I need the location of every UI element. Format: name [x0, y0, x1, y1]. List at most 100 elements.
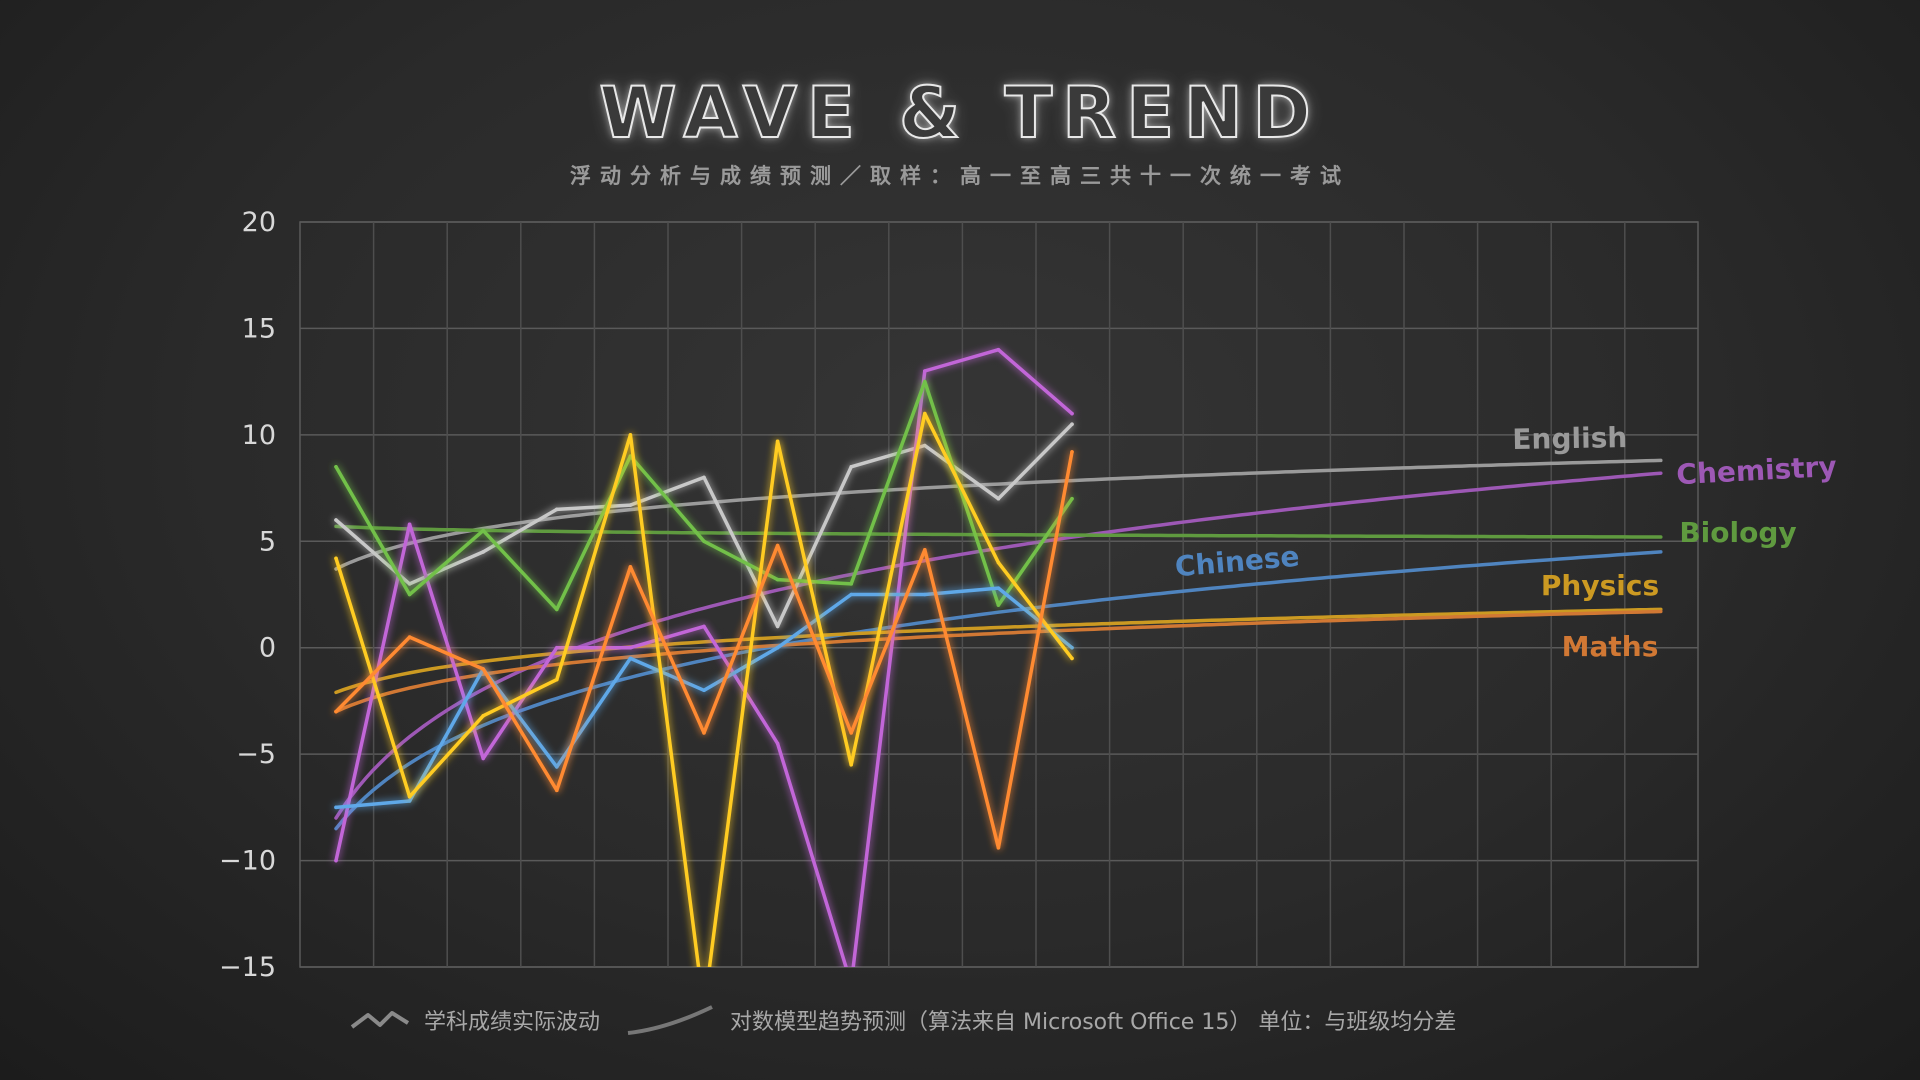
data-point-english: [702, 475, 706, 480]
y-tick-label: 0: [259, 633, 276, 664]
data-point-chinese: [849, 592, 853, 597]
data-point-biology: [775, 577, 780, 582]
data-point-physics: [923, 411, 927, 416]
data-point-maths: [555, 788, 559, 793]
data-point-chemistry: [702, 624, 706, 629]
data-point-chinese: [775, 645, 780, 650]
data-point-english: [996, 496, 1001, 501]
data-point-chinese: [334, 805, 338, 810]
data-point-chinese: [1070, 645, 1074, 650]
data-point-maths: [1070, 450, 1074, 454]
y-tick-label: −10: [219, 846, 276, 877]
data-point-chemistry: [775, 741, 780, 746]
data-point-english: [334, 518, 338, 522]
data-point-chemistry: [849, 982, 853, 986]
actual-line-biology: [334, 379, 1074, 612]
data-point-english: [481, 550, 486, 554]
y-tick-label: 15: [242, 313, 276, 344]
trend-line-english: [334, 458, 1663, 571]
data-point-chemistry: [923, 369, 927, 373]
y-tick-label: 5: [259, 526, 276, 557]
data-point-chinese: [996, 586, 1001, 590]
y-tick-label: 20: [242, 207, 276, 238]
data-point-maths: [628, 565, 633, 569]
data-point-chinese: [702, 688, 706, 693]
data-point-chemistry: [334, 858, 338, 863]
data-point-english: [555, 507, 559, 512]
data-point-english: [849, 464, 853, 469]
actual-line-physics: [334, 411, 1074, 967]
trend-line-maths: [334, 609, 1663, 714]
legend-trend: 对数模型趋势预测（算法来自 Microsoft Office 15） 单位：与班…: [626, 1003, 1456, 1037]
series-label-maths: Maths: [1562, 630, 1659, 663]
data-point-biology: [555, 607, 559, 612]
chart-subtitle: 浮动分析与成绩预测／取样：高一至高三共十一次统一考试: [570, 164, 1350, 188]
data-point-physics: [334, 556, 338, 561]
data-point-physics: [775, 439, 780, 444]
data-point-physics: [996, 560, 1001, 565]
data-point-chemistry: [628, 645, 633, 650]
data-point-biology: [481, 528, 486, 533]
data-point-chinese: [628, 656, 633, 661]
legend: 学科成绩实际波动 对数模型趋势预测（算法来自 Microsoft Office …: [350, 996, 1482, 1044]
trend-line-chinese: [334, 550, 1663, 831]
data-point-english: [1070, 422, 1074, 427]
data-point-physics: [628, 433, 633, 437]
data-point-english: [775, 624, 780, 629]
actual-line-english: [334, 422, 1074, 629]
y-tick-label: −15: [219, 952, 276, 983]
data-point-maths: [702, 731, 706, 735]
data-point-maths: [849, 731, 853, 735]
legend-trend-label: 对数模型趋势预测（算法来自 Microsoft Office 15） 单位：与班…: [730, 1010, 1457, 1035]
data-point-physics: [1070, 656, 1074, 661]
trend-line-chemistry: [334, 471, 1663, 820]
data-point-chinese: [407, 799, 412, 803]
data-point-chinese: [923, 592, 927, 597]
data-point-english: [923, 443, 927, 448]
data-point-maths: [923, 548, 927, 552]
data-point-biology: [334, 464, 338, 469]
data-point-maths: [334, 709, 338, 714]
data-point-physics: [849, 762, 853, 767]
data-point-maths: [996, 846, 1001, 850]
data-point-physics: [407, 794, 412, 799]
series-label-chinese: Chinese: [1174, 540, 1301, 584]
data-point-maths: [481, 667, 486, 671]
data-point-chemistry: [407, 522, 412, 527]
data-point-biology: [996, 603, 1001, 607]
data-point-biology: [923, 379, 927, 384]
data-point-chemistry: [555, 645, 559, 650]
data-point-physics: [481, 714, 486, 718]
data-point-maths: [775, 543, 780, 548]
data-point-english: [628, 503, 633, 507]
plot-border: [299, 221, 1699, 968]
y-tick-label: −5: [236, 739, 276, 770]
trend-line-physics: [334, 607, 1663, 695]
data-point-biology: [849, 582, 853, 586]
y-tick-label: 10: [242, 420, 276, 451]
series-label-physics: Physics: [1541, 569, 1659, 602]
series-label-chemistry: Chemistry: [1676, 450, 1838, 491]
series-label-english: English: [1512, 421, 1627, 456]
grid: [299, 221, 1699, 968]
wave-icon: [350, 1011, 410, 1029]
data-point-chinese: [555, 765, 559, 769]
trend-curve-icon: [627, 1005, 713, 1035]
data-point-maths: [407, 635, 412, 639]
chart-title: WAVE & TREND: [598, 71, 1321, 155]
actual-lines: [334, 347, 1074, 986]
data-point-biology: [702, 539, 706, 544]
y-axis-ticks: 20 15 10 5 0 −5 −10 −15: [219, 207, 276, 983]
trend-line-biology: [334, 524, 1663, 539]
data-point-english: [407, 582, 412, 586]
series-label-biology: Biology: [1679, 516, 1796, 549]
legend-actual-label: 学科成绩实际波动: [424, 1010, 601, 1035]
data-point-biology: [1070, 496, 1074, 501]
data-point-chemistry: [481, 756, 486, 761]
data-point-chemistry: [996, 347, 1001, 352]
legend-actual: 学科成绩实际波动: [350, 1004, 600, 1036]
trend-lines: [334, 458, 1663, 831]
data-point-physics: [555, 677, 559, 682]
